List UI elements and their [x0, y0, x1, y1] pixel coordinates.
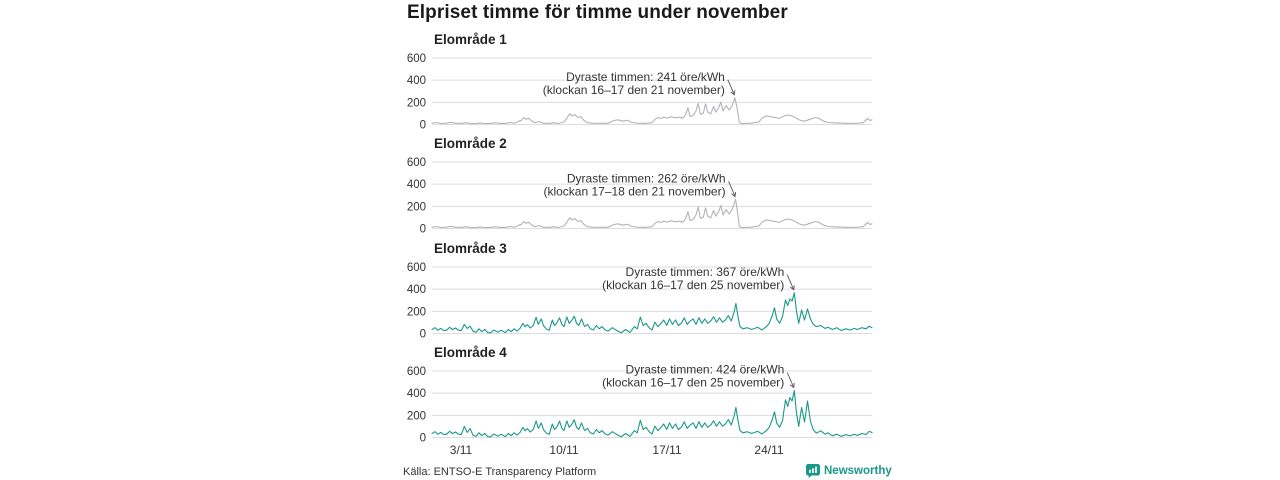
annotation-arrow	[786, 274, 795, 291]
y-axis-label: 600	[407, 262, 426, 274]
newsworthy-brand: Newsworthy	[806, 463, 892, 479]
newsworthy-logo-icon	[806, 464, 820, 478]
series-line	[431, 97, 873, 125]
chart-subtitle: Elområde 2	[434, 136, 507, 151]
annotation-arrow	[728, 181, 736, 198]
y-grid: 0 200 400 600	[407, 53, 872, 132]
annotation-line1: Dyraste timmen: 367 öre/kWh	[626, 265, 785, 279]
series-line	[431, 292, 873, 334]
annotation-line2: (klockan 16–17 den 25 november)	[602, 278, 784, 292]
y-axis-label: 0	[420, 120, 426, 132]
chart-elomrade-3: Elområde 3 0 200 400 600 Dyraste timmen: 367…	[0, 241, 1280, 345]
annotation-line2: (klockan 17–18 den 21 november)	[543, 184, 725, 198]
chart-elomrade-4: Elområde 4 0 200 400 600 Dyraste timmen: 424…	[0, 345, 1280, 449]
annotation-line1: Dyraste timmen: 424 öre/kWh	[626, 363, 785, 377]
y-axis-label: 200	[407, 201, 426, 213]
annotation-line2: (klockan 16–17 den 21 november)	[543, 83, 725, 97]
chart-subtitle: Elområde 1	[434, 32, 507, 47]
y-grid: 0 200 400 600	[407, 157, 872, 236]
y-axis-label: 600	[407, 53, 426, 65]
x-axis-label: 17/11	[652, 443, 682, 457]
x-axis-label: 3/11	[449, 443, 473, 457]
y-axis-label: 200	[407, 410, 426, 422]
page-title: Elpriset timme för timme under november	[407, 2, 788, 23]
y-axis-label: 600	[407, 157, 426, 169]
source-note: Källa: ENTSO-E Transparency Platform	[403, 466, 597, 478]
annotation-line1: Dyraste timmen: 262 öre/kWh	[567, 171, 726, 185]
y-axis-label: 0	[420, 329, 426, 341]
x-axis-label: 10/11	[549, 443, 579, 457]
x-axis-label: 24/11	[754, 443, 784, 457]
price-line-chart-4: 0 200 400 600 Dyraste timmen: 424 öre/kWh(kl…	[407, 363, 873, 445]
newsworthy-brand-text: Newsworthy	[824, 465, 892, 477]
price-line-chart-3: 0 200 400 600 Dyraste timmen: 367 öre/kWh(kl…	[407, 262, 873, 341]
y-axis-label: 400	[407, 179, 426, 191]
annotation-line1: Dyraste timmen: 241 öre/kWh	[566, 70, 725, 84]
y-grid: 0 200 400 600	[407, 366, 872, 445]
price-line-chart-1: 0 200 400 600 Dyraste timmen: 241 öre/kWh(kl…	[407, 53, 873, 132]
chart-elomrade-2: Elområde 2 0 200 400 600 Dyraste timmen: 262…	[0, 136, 1280, 240]
y-grid: 0 200 400 600	[407, 262, 872, 341]
series-line	[431, 389, 873, 438]
series-line	[431, 198, 873, 229]
y-axis-label: 0	[420, 224, 426, 236]
chart-subtitle: Elområde 4	[434, 345, 507, 360]
y-axis-label: 200	[407, 97, 426, 109]
chart-subtitle: Elområde 3	[434, 241, 507, 256]
y-axis-label: 600	[407, 366, 426, 378]
y-axis-label: 0	[420, 433, 426, 445]
y-axis-label: 400	[407, 75, 426, 87]
y-axis-label: 400	[407, 284, 426, 296]
annotation-arrow	[727, 79, 736, 96]
price-line-chart-2: 0 200 400 600 Dyraste timmen: 262 öre/kWh(kl…	[407, 157, 873, 236]
annotation-line2: (klockan 16–17 den 25 november)	[602, 376, 784, 390]
y-axis-label: 400	[407, 388, 426, 400]
chart-elomrade-1: Elområde 1 0 200 400 600 Dyraste timmen: 241…	[0, 32, 1280, 136]
x-axis: 3/11 10/11 17/11 24/11	[0, 443, 1280, 459]
annotation-arrow	[786, 372, 795, 389]
y-axis-label: 200	[407, 306, 426, 318]
